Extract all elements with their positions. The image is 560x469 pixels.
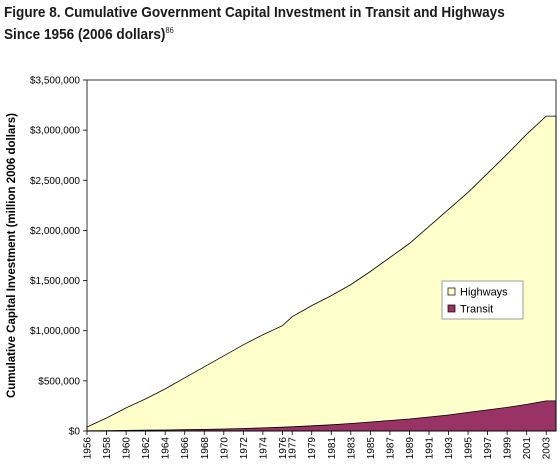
footnote-marker: 86 xyxy=(165,26,174,35)
x-tick-label: 1995 xyxy=(464,437,475,460)
x-tick-label: 1991 xyxy=(424,437,435,460)
y-tick-label: $3,500,000 xyxy=(30,76,80,87)
x-tick-label: 1999 xyxy=(503,437,514,460)
y-tick-label: $2,500,000 xyxy=(30,176,80,187)
legend-label-transit: Transit xyxy=(460,304,493,316)
legend: Highways Transit xyxy=(441,280,524,320)
x-tick-label: 1983 xyxy=(346,437,357,460)
y-tick-label: $500,000 xyxy=(38,376,80,387)
y-tick-label: $0 xyxy=(69,427,81,438)
legend-label-highways: Highways xyxy=(460,287,508,299)
x-tick-label: 1993 xyxy=(444,437,455,460)
area-highways xyxy=(86,115,557,432)
x-tick-label: 1997 xyxy=(483,437,494,460)
x-tick-label: 1985 xyxy=(366,437,377,460)
legend-swatch-highways xyxy=(447,287,456,296)
area-transit xyxy=(86,400,557,432)
x-axis-ticks: 1956 1958 1960 1962 1964 1966 1968 1970 1972 1974… xyxy=(83,431,553,459)
chart-areas xyxy=(86,115,557,432)
x-tick-label: 1966 xyxy=(180,437,191,460)
x-tick-label: 1970 xyxy=(219,437,230,460)
x-tick-label: 2003 xyxy=(542,437,553,460)
y-tick-label: $2,000,000 xyxy=(30,226,80,237)
figure-title-text: Figure 8. Cumulative Government Capital … xyxy=(4,5,505,43)
x-tick-label: 1968 xyxy=(200,437,211,460)
x-tick-label: 2001 xyxy=(522,437,533,460)
x-tick-label: 1987 xyxy=(385,437,396,460)
legend-box xyxy=(441,280,524,320)
x-tick-label: 1960 xyxy=(122,437,133,460)
x-tick-label: 1976 xyxy=(278,437,289,460)
x-tick-label: 1962 xyxy=(141,437,152,460)
y-axis-title: Cumulative Capital Investment (million 2… xyxy=(6,113,18,398)
x-tick-label: 1981 xyxy=(327,437,338,460)
x-tick-label: 1979 xyxy=(307,437,318,460)
x-tick-label: 1972 xyxy=(239,437,250,460)
x-tick-label: 1964 xyxy=(161,437,172,460)
y-tick-label: $3,000,000 xyxy=(30,126,80,137)
plot-frame xyxy=(86,79,557,432)
y-axis-ticks: $0 $500,000 $1,000,000 $1,500,000 $2,000,000… xyxy=(30,76,87,438)
x-tick-label: 1958 xyxy=(102,437,113,460)
y-tick-label: $1,000,000 xyxy=(30,326,80,337)
x-tick-label: 1989 xyxy=(405,437,416,460)
x-tick-label: 1977 xyxy=(288,437,299,460)
y-tick-label: $1,500,000 xyxy=(30,276,80,287)
x-tick-label: 1974 xyxy=(258,437,269,460)
x-tick-label: 1956 xyxy=(83,437,94,460)
figure-title: Figure 8. Cumulative Government Capital … xyxy=(4,4,517,44)
legend-swatch-transit xyxy=(447,304,456,313)
